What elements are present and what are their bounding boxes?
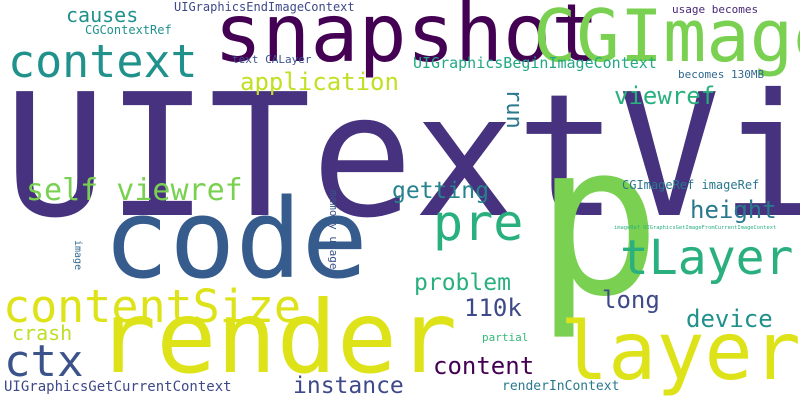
word-viewref: viewref: [614, 82, 716, 110]
word-snapshot: snapshot: [214, 0, 600, 80]
word-render: render: [96, 279, 458, 396]
word-application: application: [240, 68, 399, 96]
word-self-viewref: self viewref: [26, 173, 243, 208]
word-tlayer: tLayer: [620, 230, 794, 286]
word-instance: instance: [293, 373, 404, 399]
word-p: p: [535, 98, 662, 343]
word-usage-becomes: usage becomes: [672, 3, 759, 16]
word-uigraphicsbeginimagecontext: UIGraphicsBeginImageContext: [413, 54, 657, 72]
word-context: context: [8, 35, 198, 88]
word-cgimageref-imageref: CGImageRef imageRef: [622, 178, 760, 192]
word-crash: crash: [12, 321, 73, 345]
word-image: image: [72, 240, 83, 271]
word-getting: getting: [392, 178, 489, 204]
word-problem: problem: [414, 270, 511, 296]
word-110k: 110k: [464, 294, 522, 322]
word-run: run: [501, 89, 526, 129]
word-renderincontext: renderInContext: [502, 379, 620, 394]
word-imageref-long: imageRef UIGraphicsGetImageFromCurrentIm…: [614, 225, 777, 231]
word-code: code: [103, 175, 368, 303]
word-device: device: [686, 305, 773, 333]
word-uitextview: UITextView: [4, 58, 800, 256]
word-long: long: [602, 286, 660, 314]
word-height: height: [690, 196, 777, 224]
word-causes: causes: [66, 3, 139, 27]
word-text-calayer: text CALayer: [232, 53, 312, 66]
word-contentsize: contentSize: [3, 280, 302, 333]
word-cgimage: CGImage: [533, 0, 800, 78]
word-pre: pre: [433, 194, 524, 252]
word-cgcontextref: CGContextRef: [85, 23, 172, 37]
word-content: content: [433, 352, 535, 380]
word-layer: layer: [560, 305, 800, 398]
word-ctx: ctx: [4, 336, 84, 387]
word-uigraphicsgetcurrentcontext: UIGraphicsGetCurrentContext: [4, 379, 232, 395]
word-partial: partial: [482, 331, 529, 344]
word-becomes-130mb: becomes 130MB: [678, 68, 765, 81]
word-uigraphicsendimagecontext: UIGraphicsEndImageContext: [174, 0, 355, 14]
word-memory-usage: memory usage: [327, 190, 340, 270]
